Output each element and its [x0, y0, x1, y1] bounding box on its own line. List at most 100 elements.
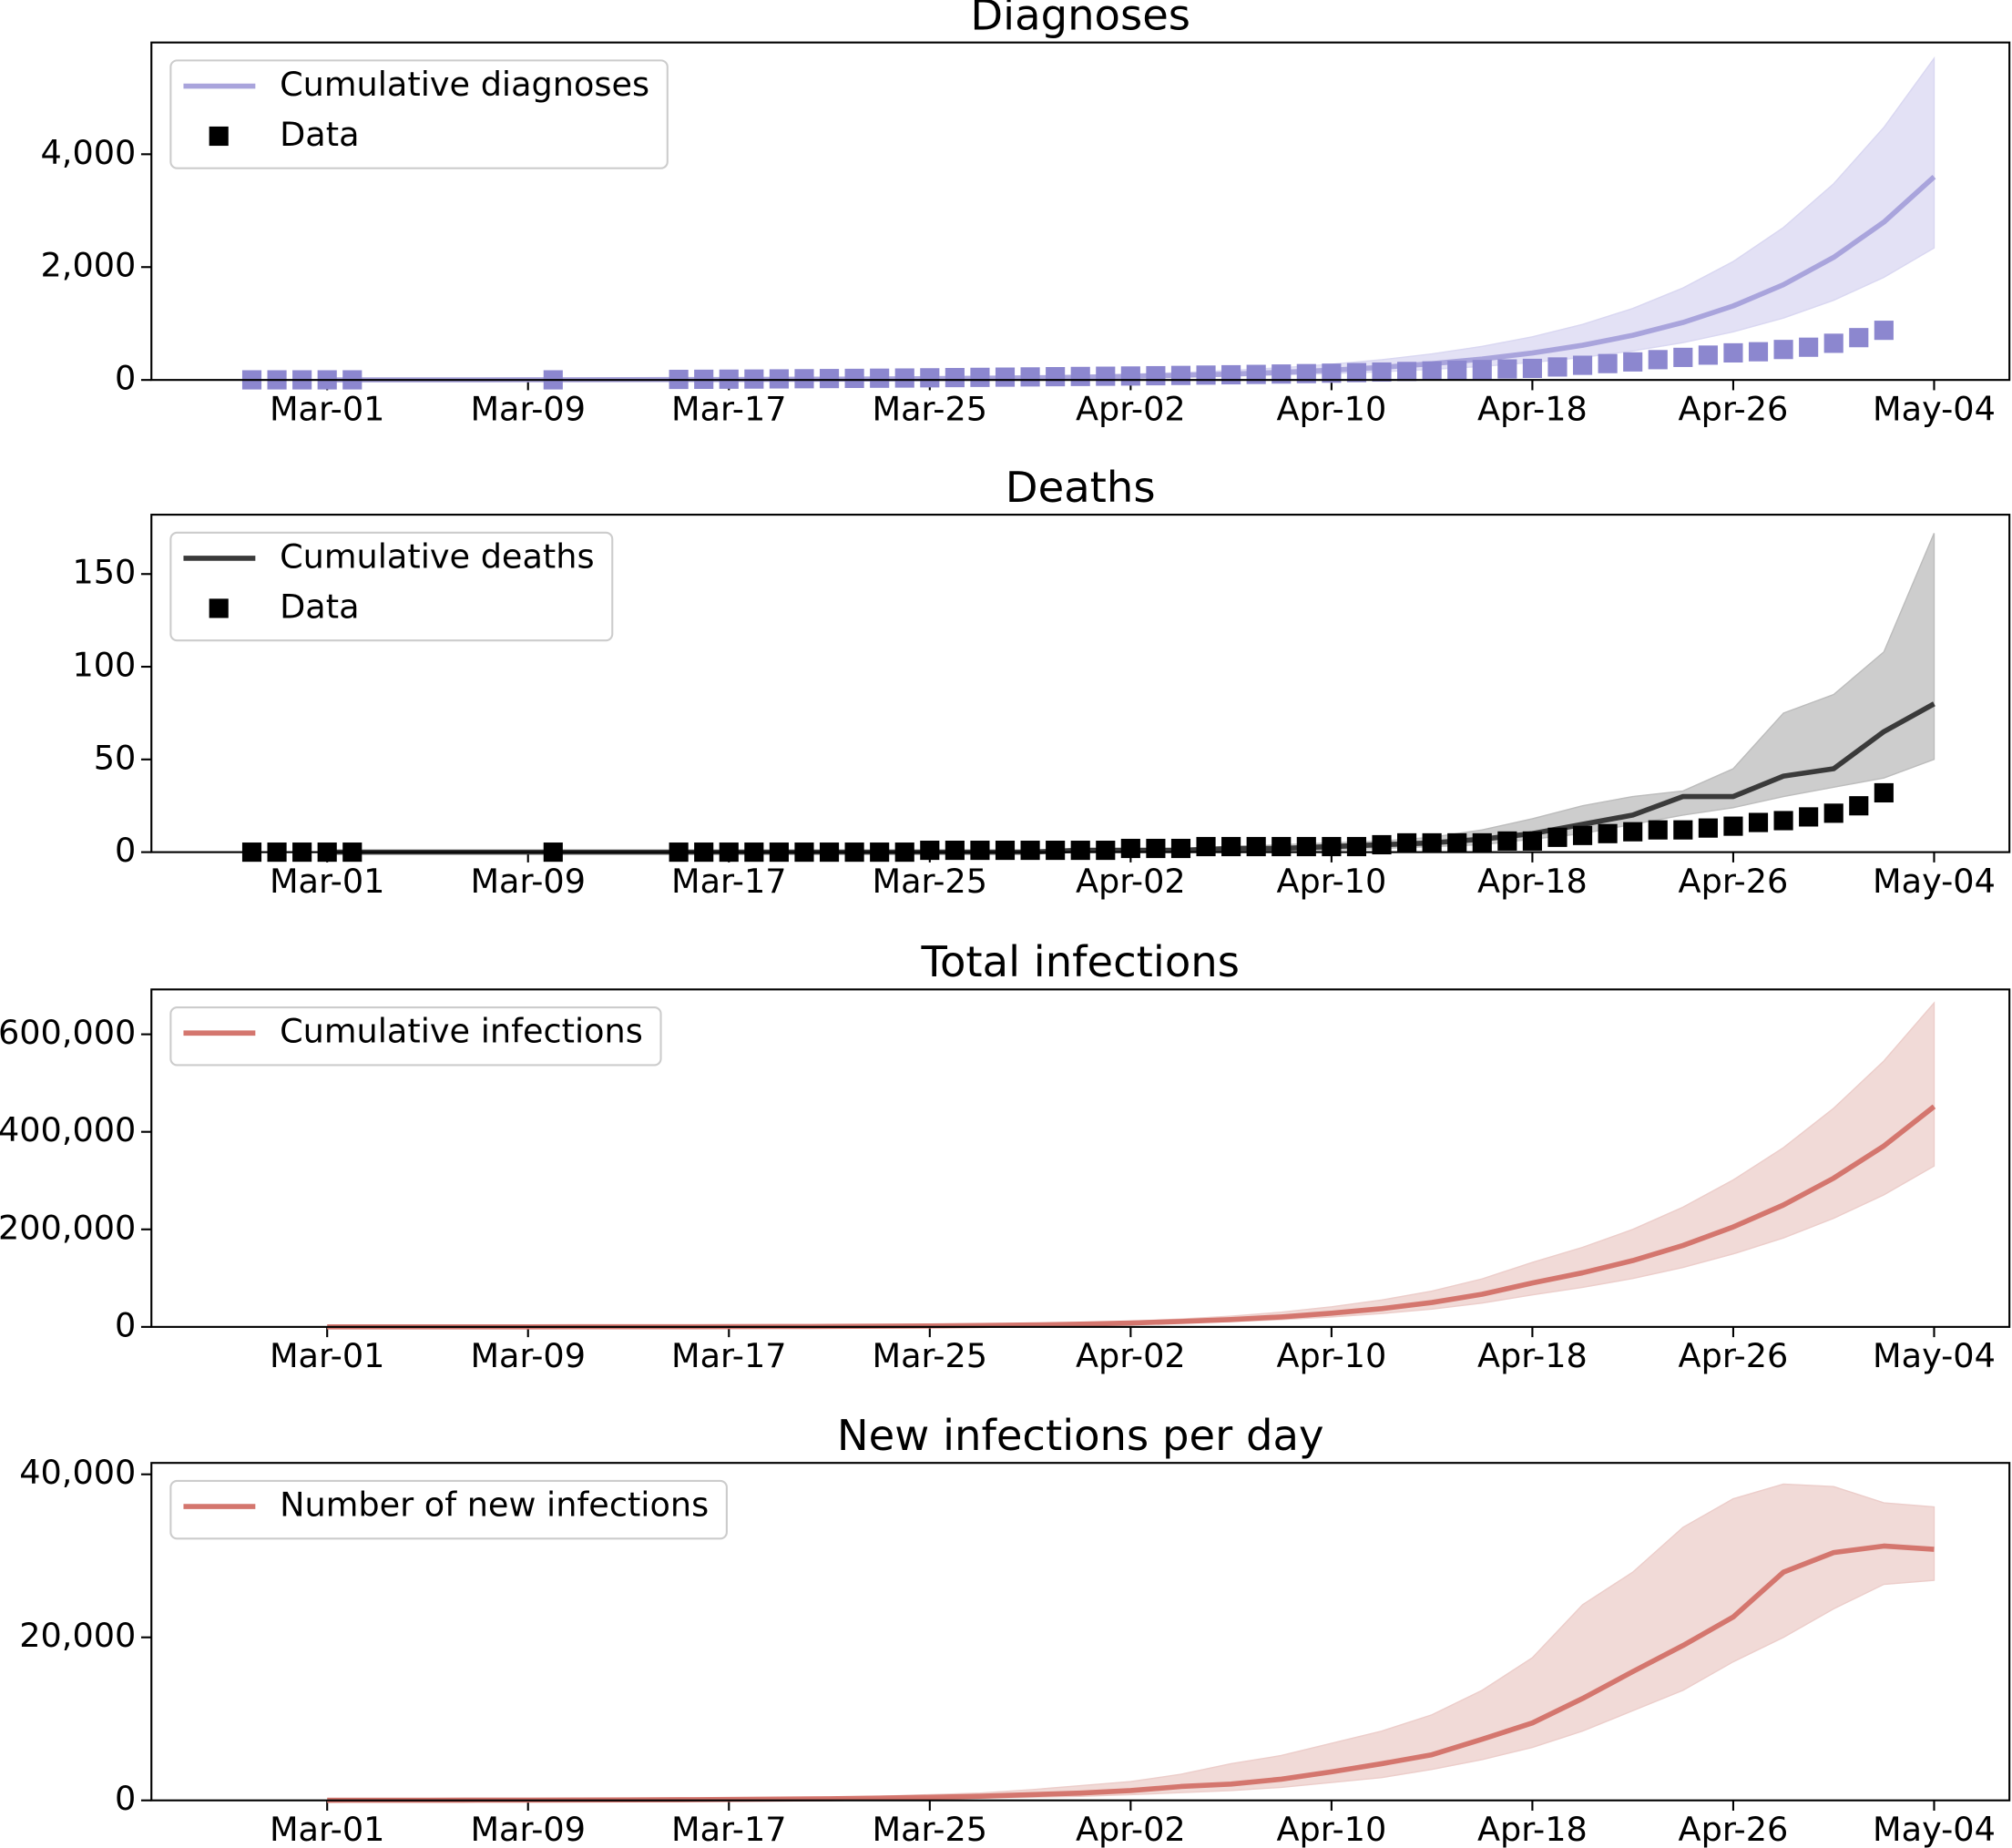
line [327, 701, 1935, 855]
data-point [1120, 838, 1140, 859]
subplot: Diagnoses 0 2,000 4,000 Mar-01 Mar-09 Mar-17 Ma… [41, 0, 2011, 428]
data-point [1648, 350, 1668, 370]
x-tick-label: Apr-02 [1076, 389, 1186, 428]
legend-box [169, 1479, 728, 1540]
data-point [1221, 836, 1241, 857]
data-point [1196, 365, 1216, 385]
chart-title: New infections per day [837, 1411, 1324, 1460]
x-tick-label: Apr-10 [1276, 1336, 1386, 1375]
data-point [1046, 367, 1066, 387]
data-point [1372, 362, 1392, 383]
data-point [1296, 836, 1316, 857]
legend-swatch [209, 598, 229, 618]
x-tick-label: May-04 [1873, 862, 1996, 901]
legend-box [169, 59, 669, 169]
data-point [870, 368, 890, 388]
data-point [1322, 363, 1342, 383]
y-tick-label: 0 [115, 1779, 136, 1818]
x-tick-label: Mar-01 [270, 1336, 385, 1375]
x-tick-label: May-04 [1873, 389, 1996, 428]
legend-label: Cumulative deaths [280, 536, 594, 576]
legend-label: Cumulative infections [280, 1012, 643, 1051]
x-tick-label: Mar-17 [671, 862, 787, 901]
data-point [1447, 832, 1467, 853]
y-tick-label: 600,000 [0, 1013, 136, 1052]
data-point [995, 841, 1016, 861]
subplot: Total infections 0 200,000 400,000 600,000 Ma… [0, 937, 2011, 1375]
legend-label: Cumulative diagnoses [280, 65, 649, 104]
data-point [945, 368, 965, 388]
x-tick-label: Apr-02 [1076, 1810, 1186, 1848]
data-point [1246, 836, 1266, 857]
data-point [1648, 820, 1668, 840]
legend-swatch [209, 126, 229, 147]
data-point [1598, 353, 1618, 373]
data-point [1146, 838, 1166, 859]
data-point [1823, 803, 1843, 823]
axes-frame [150, 988, 2011, 1328]
data-point [1522, 831, 1542, 851]
subplot: Deaths 0 50 100 150 Mar-01 Mar-09 Mar-17 Mar-25 A… [72, 463, 2011, 901]
data-point [1572, 825, 1593, 845]
x-tick-label: Apr-18 [1477, 862, 1588, 901]
data-point [1296, 363, 1316, 383]
data-point [1447, 360, 1467, 381]
data-point [970, 841, 990, 861]
data-point [1698, 345, 1718, 365]
chart-title: Diagnoses [970, 0, 1190, 39]
data-point [1522, 358, 1542, 379]
y-tick-label: 0 [115, 359, 136, 398]
y-tick-label: 50 [94, 738, 137, 777]
legend: Cumulative diagnoses Data [169, 59, 669, 169]
data-point [844, 368, 864, 388]
x-tick-label: Mar-09 [470, 1810, 586, 1848]
data-point [1849, 328, 1869, 348]
data-point [1096, 841, 1116, 861]
data-point [920, 841, 940, 861]
y-tick-label: 200,000 [0, 1208, 136, 1247]
x-tick-label: Apr-02 [1076, 1336, 1186, 1375]
legend-label: Data [280, 115, 359, 154]
x-tick-label: Mar-25 [873, 389, 988, 428]
x-tick-label: May-04 [1873, 1810, 1996, 1848]
axes-frame [150, 1462, 2011, 1802]
data-point [1170, 365, 1191, 385]
data-point [1673, 820, 1693, 840]
x-tick-label: Apr-10 [1276, 1810, 1386, 1848]
data-point [1598, 823, 1618, 843]
x-tick-label: Mar-01 [270, 389, 385, 428]
legend: Cumulative infections [169, 1006, 662, 1067]
x-tick-label: Apr-10 [1276, 389, 1386, 428]
x-tick-label: Mar-09 [470, 1336, 586, 1375]
x-tick-label: Apr-02 [1076, 862, 1186, 901]
data-point [1322, 836, 1342, 857]
data-point [1623, 352, 1643, 372]
data-point [1346, 362, 1367, 383]
data-point [1422, 361, 1442, 381]
legend-label: Number of new infections [280, 1486, 709, 1525]
y-tick-label: 400,000 [0, 1110, 136, 1149]
data-point [1070, 366, 1090, 386]
x-tick-label: Mar-25 [873, 1810, 988, 1848]
data-point [1372, 834, 1392, 855]
data-point [1773, 811, 1793, 831]
y-tick-label: 150 [72, 553, 136, 592]
x-tick-label: Apr-26 [1679, 862, 1789, 901]
data-point [1096, 366, 1116, 386]
data-point [1623, 822, 1643, 842]
legend-box [169, 531, 614, 642]
data-point [1723, 342, 1743, 362]
data-point [1673, 347, 1693, 367]
axes-frame [150, 41, 2011, 382]
x-tick-label: Mar-09 [470, 862, 586, 901]
data-point [769, 369, 789, 389]
x-tick-label: Mar-25 [873, 862, 988, 901]
data-point [1547, 827, 1568, 847]
legend-label: Data [280, 587, 359, 626]
data-point [1120, 366, 1140, 386]
y-tick-label: 40,000 [19, 1453, 136, 1492]
data-point [1472, 832, 1492, 853]
data-point [1146, 365, 1166, 386]
